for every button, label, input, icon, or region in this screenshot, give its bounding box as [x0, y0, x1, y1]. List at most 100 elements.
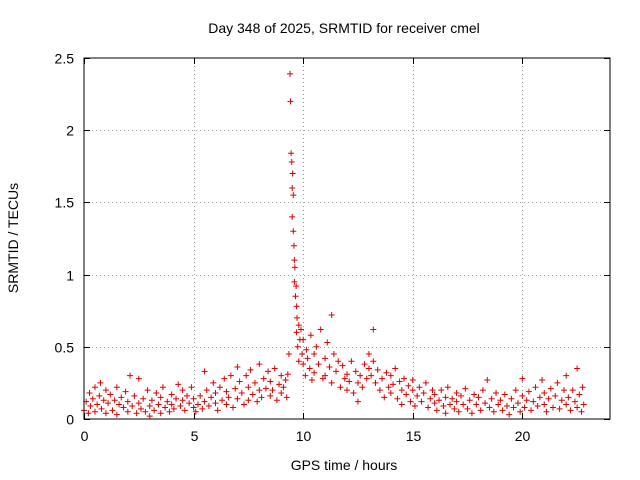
- data-point: [547, 385, 554, 392]
- data-point: [405, 382, 412, 389]
- data-point: [102, 387, 109, 394]
- data-point: [216, 384, 223, 391]
- data-point: [234, 364, 241, 371]
- data-point: [223, 388, 230, 395]
- data-point: [525, 388, 532, 395]
- data-point: [157, 410, 164, 417]
- data-point: [444, 384, 451, 391]
- data-point: [403, 391, 410, 398]
- data-point: [359, 384, 366, 391]
- data-point: [294, 343, 301, 350]
- data-point: [129, 403, 136, 410]
- data-point: [284, 371, 291, 378]
- data-point: [194, 401, 201, 408]
- data-point: [135, 400, 142, 407]
- data-point: [333, 368, 340, 375]
- data-point: [579, 384, 586, 391]
- data-point: [155, 401, 162, 408]
- data-point: [383, 369, 390, 376]
- data-point: [124, 408, 131, 415]
- data-point: [510, 404, 517, 411]
- data-point: [124, 398, 131, 405]
- data-point: [162, 404, 169, 411]
- data-point: [400, 375, 407, 382]
- data-point: [212, 390, 219, 397]
- data-point: [288, 150, 295, 157]
- data-point: [131, 392, 138, 399]
- data-point: [365, 351, 372, 358]
- data-point: [532, 384, 539, 391]
- data-point: [550, 404, 557, 411]
- grid-lines: [84, 58, 610, 419]
- data-point: [153, 390, 160, 397]
- data-point: [488, 395, 495, 402]
- data-point: [289, 213, 296, 220]
- data-point: [105, 400, 112, 407]
- data-point: [234, 395, 241, 402]
- data-point: [142, 408, 149, 415]
- data-point: [285, 351, 292, 358]
- data-point: [455, 408, 462, 415]
- data-point: [580, 401, 587, 408]
- chart-title: Day 348 of 2025, SRMTID for receiver cme…: [208, 20, 480, 36]
- data-point: [302, 372, 309, 379]
- data-point: [102, 410, 109, 417]
- data-point: [370, 326, 377, 333]
- axis-ticks: 0 5 10 15 20 0 0.5 1 1.5 2 2.5: [55, 51, 610, 444]
- data-point: [205, 403, 212, 410]
- data-point: [563, 372, 570, 379]
- data-point: [484, 377, 491, 384]
- data-point: [365, 365, 372, 372]
- data-point: [210, 379, 217, 386]
- data-point: [422, 379, 429, 386]
- data-point: [479, 387, 486, 394]
- data-point: [361, 361, 368, 368]
- data-point: [468, 410, 475, 417]
- y-tick-label: 1: [66, 268, 74, 284]
- data-point: [451, 405, 458, 412]
- data-point: [387, 390, 394, 397]
- data-point: [254, 398, 261, 405]
- data-point: [179, 387, 186, 394]
- data-point: [534, 403, 541, 410]
- data-point: [344, 387, 350, 394]
- data-point: [276, 381, 283, 388]
- data-point: [221, 375, 228, 382]
- data-point: [304, 355, 311, 362]
- data-point: [541, 390, 548, 397]
- data-point: [289, 170, 296, 177]
- data-point: [528, 407, 535, 414]
- data-point: [245, 384, 252, 391]
- data-point: [107, 391, 114, 398]
- data-point: [357, 372, 364, 379]
- data-point: [495, 401, 502, 408]
- data-point: [289, 184, 296, 191]
- data-point: [308, 377, 315, 384]
- data-point: [292, 293, 299, 300]
- data-points: [81, 70, 587, 420]
- x-tick-label: 15: [406, 428, 422, 444]
- data-point: [278, 390, 285, 397]
- data-point: [89, 395, 96, 402]
- data-point: [427, 395, 434, 402]
- data-point: [565, 394, 572, 401]
- data-point: [98, 405, 105, 412]
- data-point: [466, 397, 473, 404]
- data-point: [300, 361, 307, 368]
- data-point: [563, 401, 570, 408]
- x-tick-label: 5: [191, 428, 199, 444]
- data-point: [133, 410, 140, 417]
- data-point: [429, 387, 436, 394]
- data-point: [506, 411, 513, 418]
- x-tick-label: 10: [296, 428, 312, 444]
- data-point: [493, 390, 500, 397]
- data-point: [251, 379, 258, 386]
- data-point: [326, 364, 333, 371]
- data-point: [337, 384, 344, 391]
- data-point: [311, 351, 318, 358]
- data-point: [554, 379, 561, 386]
- data-point: [109, 407, 116, 414]
- data-point: [560, 387, 567, 394]
- data-point: [230, 404, 237, 411]
- data-point: [368, 372, 375, 379]
